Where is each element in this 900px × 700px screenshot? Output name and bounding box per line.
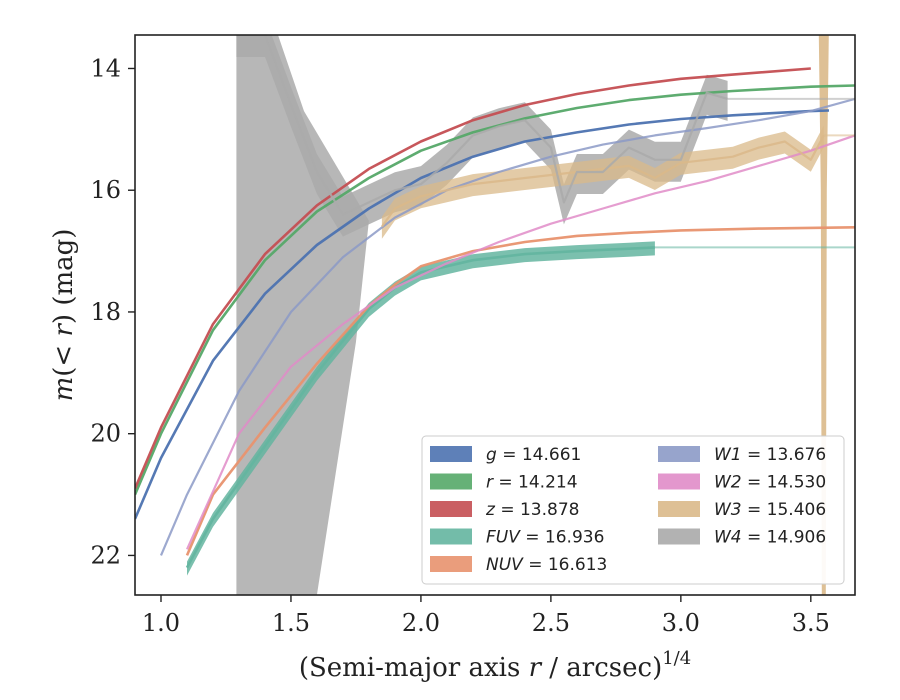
legend-swatch-W3 — [658, 501, 700, 517]
series-line-W2 — [185, 134, 855, 550]
x-tick-label: 1.5 — [272, 609, 310, 637]
legend-label-g: g = 14.661 — [486, 445, 581, 465]
legend-swatch-g — [430, 446, 472, 462]
x-axis-label: (Semi-major axis r / arcsec)1/4 — [299, 648, 691, 683]
y-tick-label: 22 — [90, 541, 121, 569]
x-axis-ticks: 1.0 1.5 2.0 2.5 3.0 3.5 — [142, 595, 830, 637]
y-axis-label: m(< r) (mag) — [49, 229, 79, 402]
legend-swatch-FUV — [430, 528, 472, 545]
x-tick-label: 2.0 — [402, 609, 440, 637]
legend-swatch-NUV — [430, 556, 472, 572]
series-line-W4 — [236, 35, 728, 216]
band-W4-wedge — [236, 35, 369, 595]
series-line-NUV — [185, 226, 855, 556]
x-tick-label: 2.5 — [532, 609, 570, 637]
legend-label-W3: W3 = 15.406 — [714, 500, 826, 520]
legend-swatch-W1 — [658, 446, 700, 462]
legend-swatch-z — [430, 501, 472, 517]
legend-label-FUV: FUV = 16.936 — [486, 528, 604, 548]
y-tick-label: 18 — [90, 298, 121, 326]
legend-label-r: r = 14.214 — [486, 473, 578, 493]
series-line-FUV — [185, 246, 655, 569]
legend-swatch-W4 — [658, 528, 700, 545]
x-tick-label: 3.5 — [792, 609, 830, 637]
y-tick-label: 20 — [90, 420, 121, 448]
legend-swatch-W2 — [658, 473, 700, 490]
series-line-z — [135, 67, 811, 490]
y-tick-label: 16 — [90, 176, 121, 204]
series-lines — [135, 35, 855, 569]
legend-box — [421, 435, 845, 585]
series-line-g — [135, 109, 830, 520]
series-line-r — [135, 84, 855, 496]
legend-label-NUV: NUV = 16.613 — [486, 555, 607, 575]
band-W3 — [381, 125, 824, 239]
legend-label-W2: W2 = 14.530 — [714, 473, 826, 493]
y-axis-ticks: 14 16 18 20 22 — [90, 54, 135, 569]
legend-label-W1: W1 = 13.676 — [714, 445, 826, 465]
x-tick-label: 1.0 — [142, 609, 180, 637]
plot-frame — [134, 34, 856, 596]
y-tick-label: 14 — [90, 54, 121, 82]
uncertainty-bands — [187, 35, 829, 595]
series-line-W1 — [159, 97, 855, 556]
band-W3-spike — [818, 35, 829, 595]
legend-label-z: z = 13.878 — [485, 500, 579, 520]
series-line-W3 — [381, 134, 825, 228]
band-W4 — [236, 35, 728, 237]
legend-label-W4: W4 = 14.906 — [714, 528, 826, 548]
x-tick-label: 3.0 — [662, 609, 700, 637]
legend: g = 14.661 r = 14.214 z = 13.878 FUV = 16.9… — [421, 435, 845, 585]
legend-swatch-r — [430, 473, 472, 490]
